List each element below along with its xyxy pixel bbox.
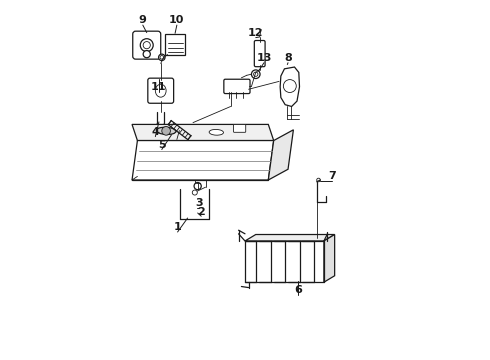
Text: 4: 4 [151, 127, 159, 137]
Polygon shape [324, 234, 335, 282]
FancyBboxPatch shape [234, 125, 245, 132]
Circle shape [251, 70, 260, 78]
Circle shape [194, 183, 201, 190]
Ellipse shape [209, 130, 223, 135]
FancyBboxPatch shape [224, 79, 250, 94]
Text: 8: 8 [284, 53, 292, 63]
Text: 12: 12 [248, 28, 264, 38]
Circle shape [143, 50, 150, 58]
Text: 6: 6 [294, 285, 302, 296]
Text: 10: 10 [169, 15, 185, 26]
FancyBboxPatch shape [133, 31, 161, 59]
Circle shape [160, 55, 164, 59]
Polygon shape [132, 125, 274, 140]
Text: 13: 13 [256, 53, 271, 63]
Polygon shape [280, 67, 299, 107]
Circle shape [254, 72, 258, 76]
Ellipse shape [155, 84, 166, 97]
Ellipse shape [156, 127, 176, 135]
Text: 3: 3 [196, 198, 203, 208]
FancyBboxPatch shape [254, 41, 265, 67]
Polygon shape [245, 234, 335, 241]
Polygon shape [269, 130, 294, 180]
Text: 9: 9 [139, 15, 147, 26]
Circle shape [162, 127, 171, 135]
Text: 1: 1 [174, 222, 181, 232]
Circle shape [317, 178, 320, 182]
Circle shape [283, 80, 296, 93]
Polygon shape [132, 140, 274, 180]
Circle shape [192, 190, 197, 195]
Text: 2: 2 [197, 207, 205, 217]
Text: 11: 11 [151, 82, 167, 93]
Text: 5: 5 [158, 140, 166, 150]
FancyBboxPatch shape [148, 78, 173, 103]
Circle shape [159, 54, 165, 60]
FancyBboxPatch shape [166, 34, 186, 55]
Text: 7: 7 [328, 171, 336, 181]
Circle shape [143, 41, 150, 49]
Circle shape [140, 39, 153, 51]
